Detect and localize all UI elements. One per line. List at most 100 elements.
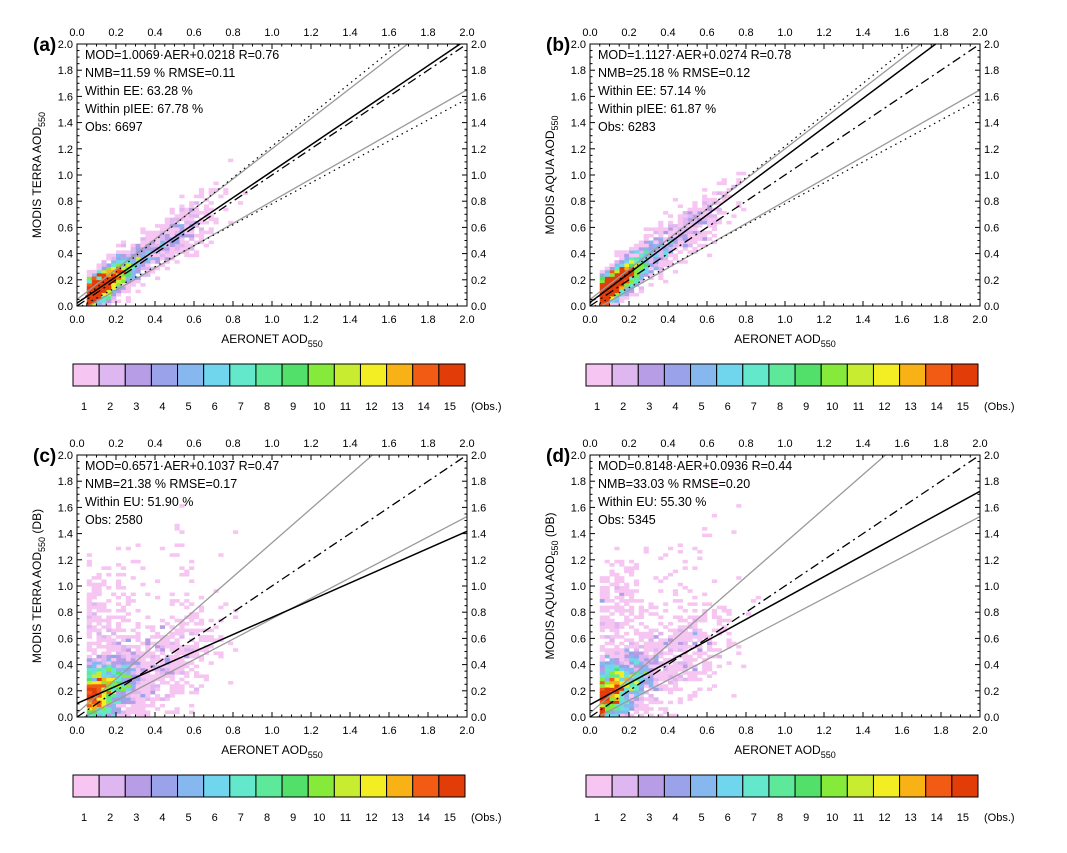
density-bin [125, 671, 131, 675]
colorbar-cell [255, 774, 283, 798]
density-bin [174, 243, 180, 248]
density-bin [106, 654, 112, 659]
density-bin [614, 658, 620, 662]
density-bin [692, 635, 698, 639]
density-bin [86, 635, 92, 639]
density-bin [120, 283, 127, 287]
density-bin [159, 618, 166, 623]
density-bin [101, 713, 107, 717]
density-bin [140, 651, 146, 656]
density-bin [155, 644, 161, 649]
density-bin [653, 250, 659, 254]
density-bin [633, 253, 640, 258]
density-bin [624, 697, 630, 701]
x-tick-label: 0.0 [582, 725, 597, 737]
density-bin [624, 638, 630, 642]
colorbar-cell [925, 363, 953, 387]
density-bin [116, 700, 122, 705]
colorbar-tick-label: 2 [107, 812, 113, 824]
density-bin [629, 605, 635, 610]
density-bin [697, 224, 703, 228]
density-bin [702, 608, 708, 613]
density-bin [697, 671, 703, 675]
density-bin [619, 608, 625, 613]
density-bin [189, 615, 195, 620]
density-bin [629, 289, 635, 294]
density-bin [682, 664, 688, 669]
y-tick-label: 2.0 [571, 450, 586, 462]
density-bin [164, 658, 170, 662]
density-bin [702, 533, 708, 538]
density-bin [120, 690, 127, 695]
density-bin [130, 654, 136, 659]
density-bin [120, 674, 127, 678]
density-bin [619, 713, 625, 717]
density-bin [643, 266, 649, 271]
density-bin [619, 687, 625, 692]
density-bin [194, 654, 200, 659]
density-bin [707, 230, 713, 235]
density-bin [159, 638, 166, 642]
density-bin [697, 230, 703, 235]
density-bin [86, 658, 92, 662]
density-bin [692, 658, 698, 662]
density-bin [155, 243, 161, 248]
y-tick-label: 2.0 [571, 39, 586, 51]
density-bin [682, 243, 688, 248]
density-bin [145, 651, 151, 656]
density-bin [159, 253, 166, 258]
stats-line: Obs: 6697 [85, 120, 143, 134]
density-bin [169, 250, 175, 254]
colorbar-cell [438, 774, 466, 798]
density-bin [116, 628, 122, 633]
x-tick-label: 0.8 [738, 725, 753, 737]
density-bin [682, 211, 688, 215]
density-bin [135, 648, 141, 652]
density-bin [633, 710, 640, 715]
y-tick-label: 1.4 [571, 118, 586, 130]
density-bin [677, 599, 683, 603]
density-bin [194, 240, 200, 245]
density-bin [658, 224, 664, 228]
density-bin [116, 703, 122, 708]
density-bin [116, 253, 122, 258]
density-bin [672, 599, 679, 603]
density-bin [194, 211, 200, 215]
density-bin [672, 677, 679, 682]
density-bin [140, 677, 146, 682]
density-bin [140, 703, 146, 708]
density-bin [624, 253, 630, 258]
density-bin [692, 674, 698, 678]
colorbar-cell [716, 774, 744, 798]
density-bin [179, 644, 185, 649]
density-bin [111, 703, 117, 708]
density-bin [599, 664, 605, 669]
density-bin [711, 217, 718, 222]
density-bin [140, 243, 146, 248]
density-bin [189, 654, 195, 659]
density-bin [643, 671, 649, 675]
density-bin [145, 592, 151, 597]
density-bin [91, 641, 97, 646]
density-bin [609, 618, 615, 623]
density-bins [599, 171, 747, 306]
density-bin [599, 674, 605, 678]
density-bin [648, 648, 654, 652]
density-bin [155, 707, 161, 711]
density-bin [741, 171, 747, 176]
density-bin [599, 279, 605, 284]
density-bin [145, 240, 151, 245]
density-bin [648, 644, 654, 649]
colorbar: 1 2 3 4 5 6 7 8 9 10 11 12 13 14 15 (Obs.) [72, 363, 502, 413]
density-bin [86, 286, 92, 290]
density-bin [140, 266, 146, 271]
density-bin [150, 651, 156, 656]
colorbar-tick-label: 2 [107, 401, 113, 413]
density-bin [203, 207, 209, 212]
density-bin [692, 667, 698, 672]
density-bin [120, 250, 127, 254]
colorbar-cell [611, 774, 639, 798]
density-bin [169, 211, 175, 215]
colorbar-cell [359, 363, 388, 387]
density-bin [721, 618, 727, 623]
